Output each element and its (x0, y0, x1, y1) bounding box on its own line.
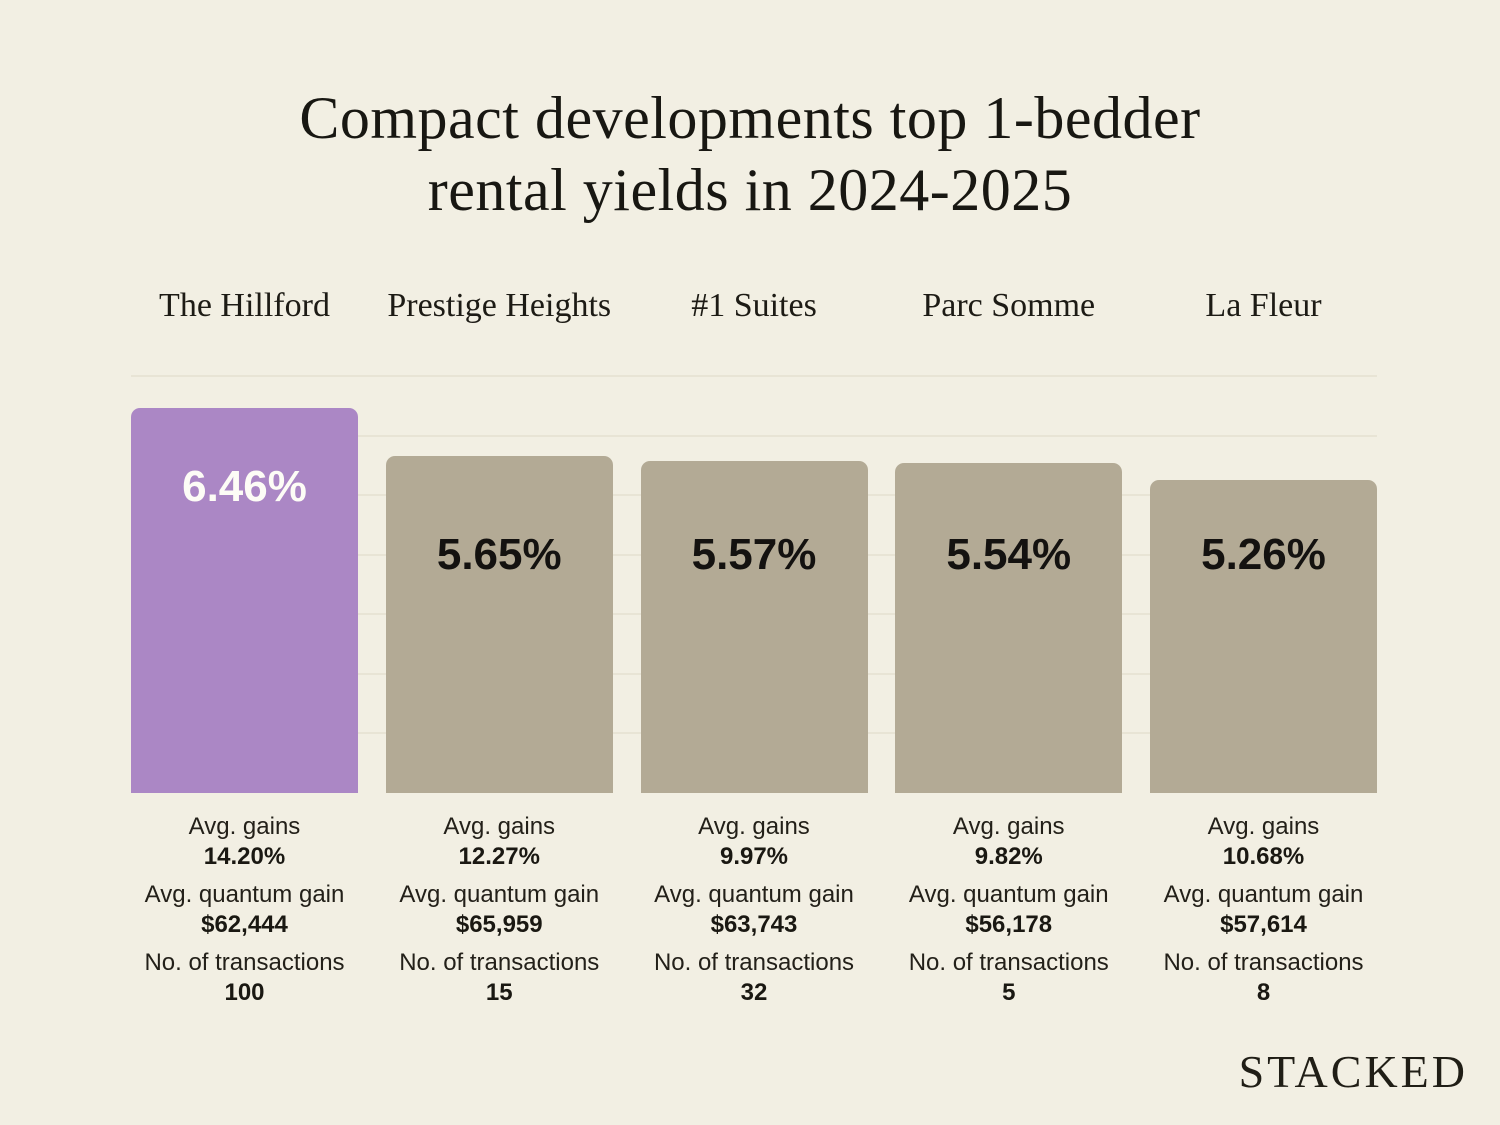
stat-value-transactions: 5 (1002, 979, 1016, 1006)
stat-group-transactions: No. of transactions 32 (641, 948, 868, 1008)
bar-column: 6.46% (131, 376, 358, 793)
category-label: La Fleur (1205, 287, 1322, 324)
bar (1150, 479, 1377, 793)
stat-group-quantum: Avg. quantum gain $56,178 (895, 880, 1122, 940)
stat-group-gains: Avg. gains 14.20% (131, 812, 358, 872)
stat-value-quantum: $57,614 (1220, 911, 1307, 938)
stat-value-gains: 9.97% (719, 843, 789, 870)
bar-value-label: 6.46% (182, 462, 307, 511)
stat-value-gains: 12.27% (458, 843, 540, 870)
stat-group-gains: Avg. gains 9.97% (641, 812, 868, 872)
stat-label-gains: Avg. gains (1207, 813, 1320, 840)
bar-value-label: 5.65% (436, 530, 562, 579)
stat-label-transactions: No. of transactions (1163, 949, 1364, 976)
stat-group-gains: Avg. gains 9.82% (895, 812, 1122, 872)
stat-label-transactions: No. of transactions (144, 949, 345, 976)
stat-label-gains: Avg. gains (443, 813, 556, 840)
stats-cell: Avg. gains 9.97% Avg. quantum gain $63,743 N… (641, 812, 868, 1016)
stat-group-quantum: Avg. quantum gain $62,444 (131, 880, 358, 940)
bar-column: 5.65% (385, 376, 613, 793)
bar (895, 463, 1123, 793)
plot-area: 6.46% 5.65% 5.57% 5.54% 5.26% (131, 375, 1377, 793)
stat-label-gains: Avg. gains (698, 813, 810, 840)
stat-group-transactions: No. of transactions 15 (386, 948, 613, 1008)
stat-value-quantum: $56,178 (965, 911, 1053, 938)
bar (131, 408, 358, 793)
stat-group-quantum: Avg. quantum gain $63,743 (641, 880, 868, 940)
bar-column: 5.54% (895, 376, 1123, 793)
bar-column: 5.26% (1150, 376, 1377, 793)
stat-value-transactions: 8 (1256, 979, 1271, 1006)
stat-label-quantum: Avg. quantum gain (654, 881, 854, 908)
stats-cell: Avg. gains 12.27% Avg. quantum gain $65,959… (386, 812, 613, 1016)
stat-value-gains: 10.68% (1222, 843, 1305, 870)
stat-value-quantum: $65,959 (455, 911, 543, 938)
category-header-row: The Hillford Prestige Heights #1 Suites Par… (131, 250, 1377, 362)
stats-cell: Avg. gains 14.20% Avg. quantum gain $62,444… (131, 812, 358, 1016)
stat-label-transactions: No. of transactions (653, 949, 855, 976)
bar-columns: 6.46% 5.65% 5.57% 5.54% 5.26% (131, 376, 1377, 793)
stat-label-transactions: No. of transactions (908, 949, 1109, 976)
bar-value-label: 5.57% (691, 530, 817, 579)
stat-label-gains: Avg. gains (188, 813, 301, 840)
category-label: #1 Suites (691, 287, 817, 324)
stat-label-quantum: Avg. quantum gain (144, 881, 345, 908)
page-title-line-2: rental yields in 2024-2025 (427, 157, 1073, 223)
category-label: Parc Somme (922, 287, 1096, 324)
stat-group-gains: Avg. gains 12.27% (386, 812, 613, 872)
stat-value-gains: 9.82% (974, 843, 1043, 870)
stat-group-transactions: No. of transactions 8 (1150, 948, 1377, 1008)
category-label: The Hillford (159, 287, 330, 324)
page-title-line-1: Compact developments top 1-bedder (299, 85, 1201, 151)
stat-group-quantum: Avg. quantum gain $65,959 (386, 880, 613, 940)
bar-value-label: 5.26% (1201, 530, 1326, 579)
bar-column: 5.57% (640, 376, 868, 793)
stat-value-transactions: 32 (740, 979, 768, 1006)
stat-group-transactions: No. of transactions 100 (131, 948, 358, 1008)
gridline (131, 375, 1377, 377)
stat-group-gains: Avg. gains 10.68% (1150, 812, 1377, 872)
stat-value-gains: 14.20% (203, 843, 286, 870)
stat-value-quantum: $62,444 (201, 911, 288, 938)
stat-value-quantum: $63,743 (710, 911, 798, 938)
bar (385, 456, 613, 793)
stat-label-quantum: Avg. quantum gain (1163, 881, 1364, 908)
page-title: Compact developments top 1-bedder rental… (0, 82, 1500, 226)
stat-group-quantum: Avg. quantum gain $57,614 (1150, 880, 1377, 940)
stat-value-transactions: 15 (485, 979, 513, 1006)
bar-value-label: 5.54% (946, 530, 1072, 579)
stat-label-quantum: Avg. quantum gain (399, 881, 600, 908)
stat-value-transactions: 100 (224, 979, 265, 1006)
stacked-logo: STACKED (1238, 1046, 1468, 1097)
stats-cell: Avg. gains 10.68% Avg. quantum gain $57,614… (1150, 812, 1377, 1016)
category-label: Prestige Heights (387, 287, 612, 324)
stat-group-transactions: No. of transactions 5 (895, 948, 1122, 1008)
stats-cell: Avg. gains 9.82% Avg. quantum gain $56,178 N… (895, 812, 1122, 1016)
stat-label-transactions: No. of transactions (399, 949, 600, 976)
stat-label-gains: Avg. gains (952, 813, 1065, 840)
gridline (131, 434, 1377, 437)
stats-row: Avg. gains 14.20% Avg. quantum gain $62,444… (131, 812, 1377, 1016)
bar (640, 461, 868, 793)
stat-label-quantum: Avg. quantum gain (908, 881, 1109, 908)
